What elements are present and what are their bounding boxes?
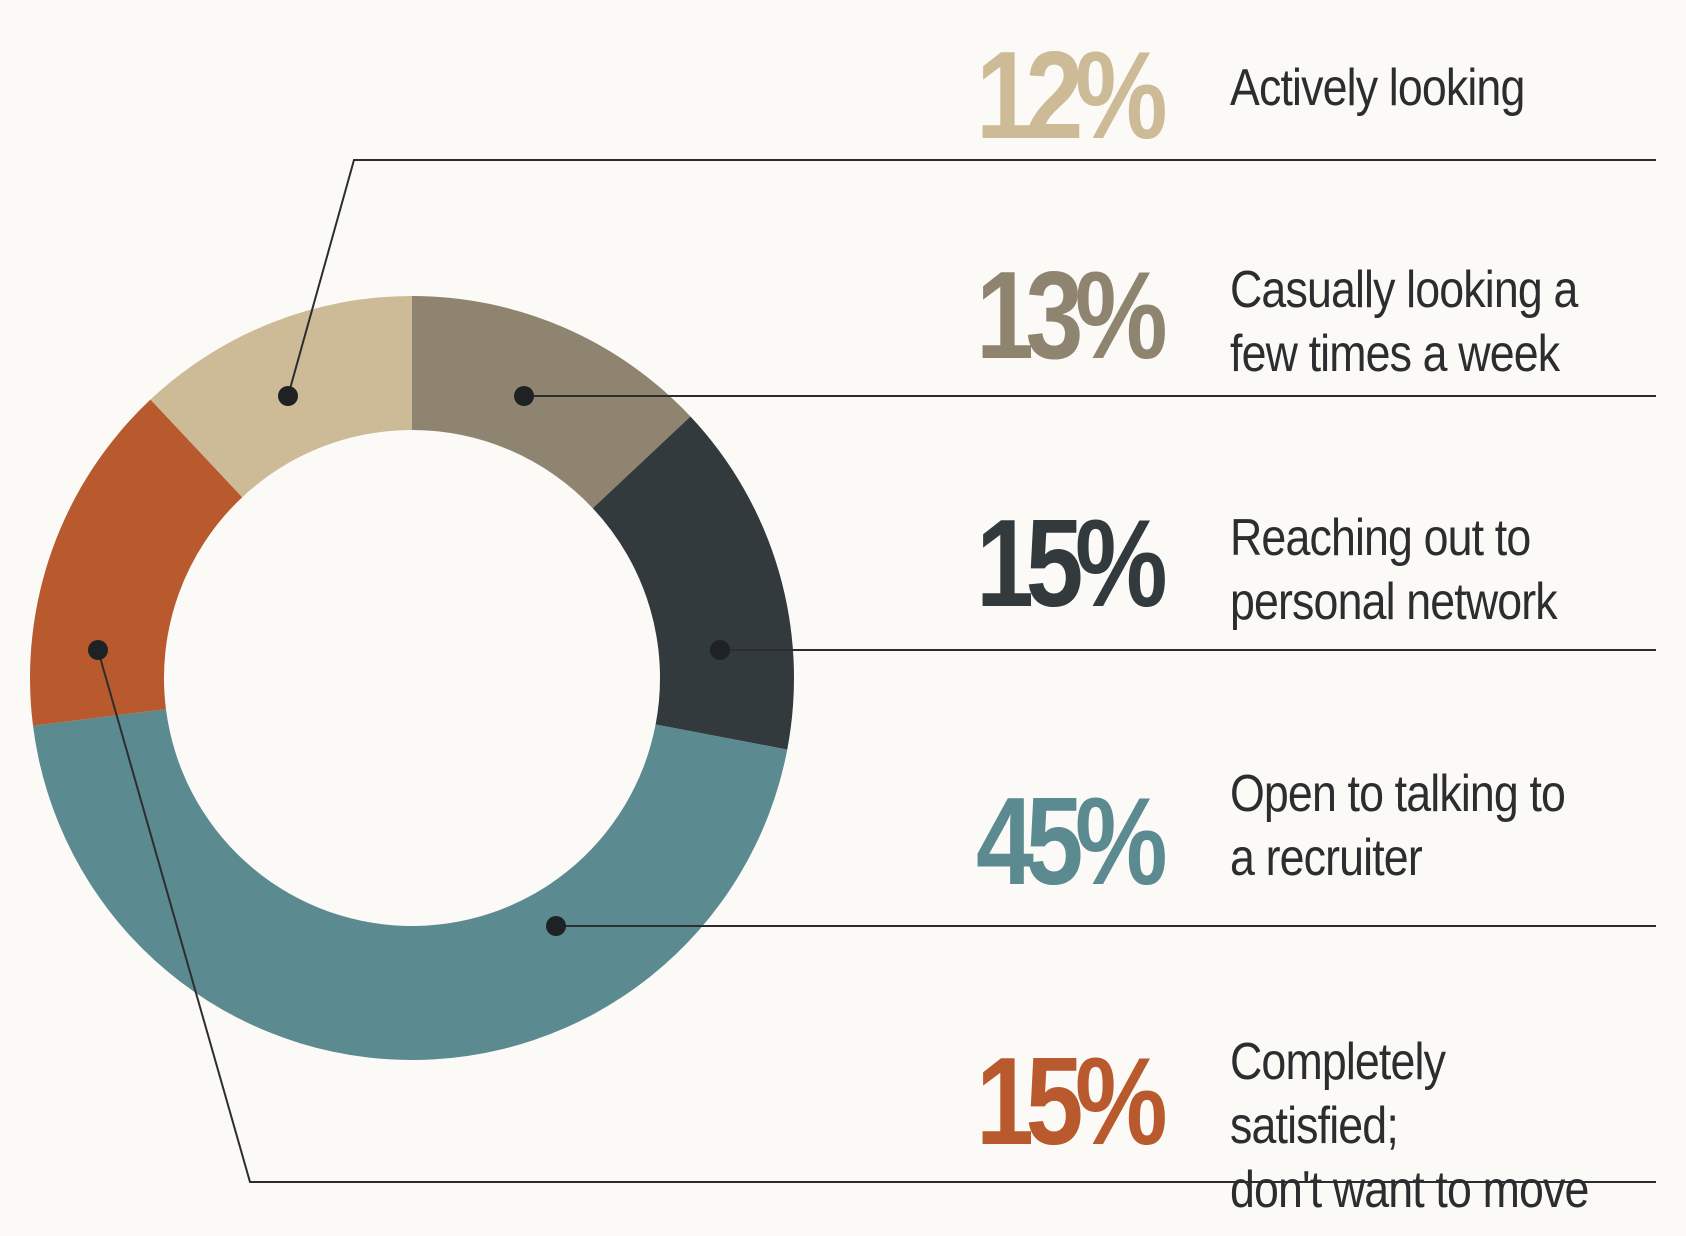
legend-label-line: few times a week xyxy=(1230,325,1560,383)
legend-label-line: a recruiter xyxy=(1230,829,1423,887)
legend-percent: 45% xyxy=(976,773,1168,911)
legend-item: 12% Actively looking xyxy=(0,0,1686,158)
leader-5 xyxy=(88,640,1656,1183)
leader-line xyxy=(287,159,1656,397)
legend-item: 15% Reaching out to personal network xyxy=(0,0,1686,631)
legend-label-line: Casually looking a xyxy=(1230,261,1578,319)
leader-1 xyxy=(278,159,1656,406)
legend-label-line: Open to talking to xyxy=(1230,765,1566,823)
donut-slice-open-to-talking-to-a-recruiter xyxy=(33,709,788,1060)
legend-label: Casually looking a few times a week xyxy=(1230,258,1608,386)
legend-percent: 15% xyxy=(976,495,1168,633)
legend-percent: 13% xyxy=(976,247,1168,385)
legend-label: Reaching out to personal network xyxy=(1230,506,1608,634)
leader-dot xyxy=(88,640,108,660)
legend-label-line: personal network xyxy=(1230,573,1558,631)
leader-line xyxy=(97,649,1656,1183)
legend-label-line: don't want to move xyxy=(1230,1161,1589,1219)
leader-4 xyxy=(546,916,1656,936)
leader-dot xyxy=(514,386,534,406)
leader-3 xyxy=(710,640,1656,660)
leader-dot xyxy=(278,386,298,406)
legend-label: Open to talking to a recruiter xyxy=(1230,762,1608,890)
legend-label-line: Completely satisfied; xyxy=(1230,1033,1446,1155)
leader-dot xyxy=(710,640,730,660)
legend-percent: 12% xyxy=(976,27,1168,165)
legend-label: Actively looking xyxy=(1230,56,1608,120)
donut-slice-completely-satisfied-don-t-want-to-move xyxy=(30,399,243,726)
legend-label-line: Actively looking xyxy=(1230,59,1525,117)
donut-slice-casually-looking-a-few-times-a-week xyxy=(412,296,691,509)
legend-item: 45% Open to talking to a recruiter xyxy=(0,0,1686,904)
legend-percent: 15% xyxy=(976,1033,1168,1171)
legend-label-line: Reaching out to xyxy=(1230,509,1531,567)
legend-label: Completely satisfied; don't want to move xyxy=(1230,1030,1608,1222)
donut-slice-reaching-out-to-personal-network xyxy=(592,416,794,750)
leader-2 xyxy=(514,386,1656,406)
leader-dot xyxy=(546,916,566,936)
legend-item: 13% Casually looking a few times a week xyxy=(0,0,1686,383)
